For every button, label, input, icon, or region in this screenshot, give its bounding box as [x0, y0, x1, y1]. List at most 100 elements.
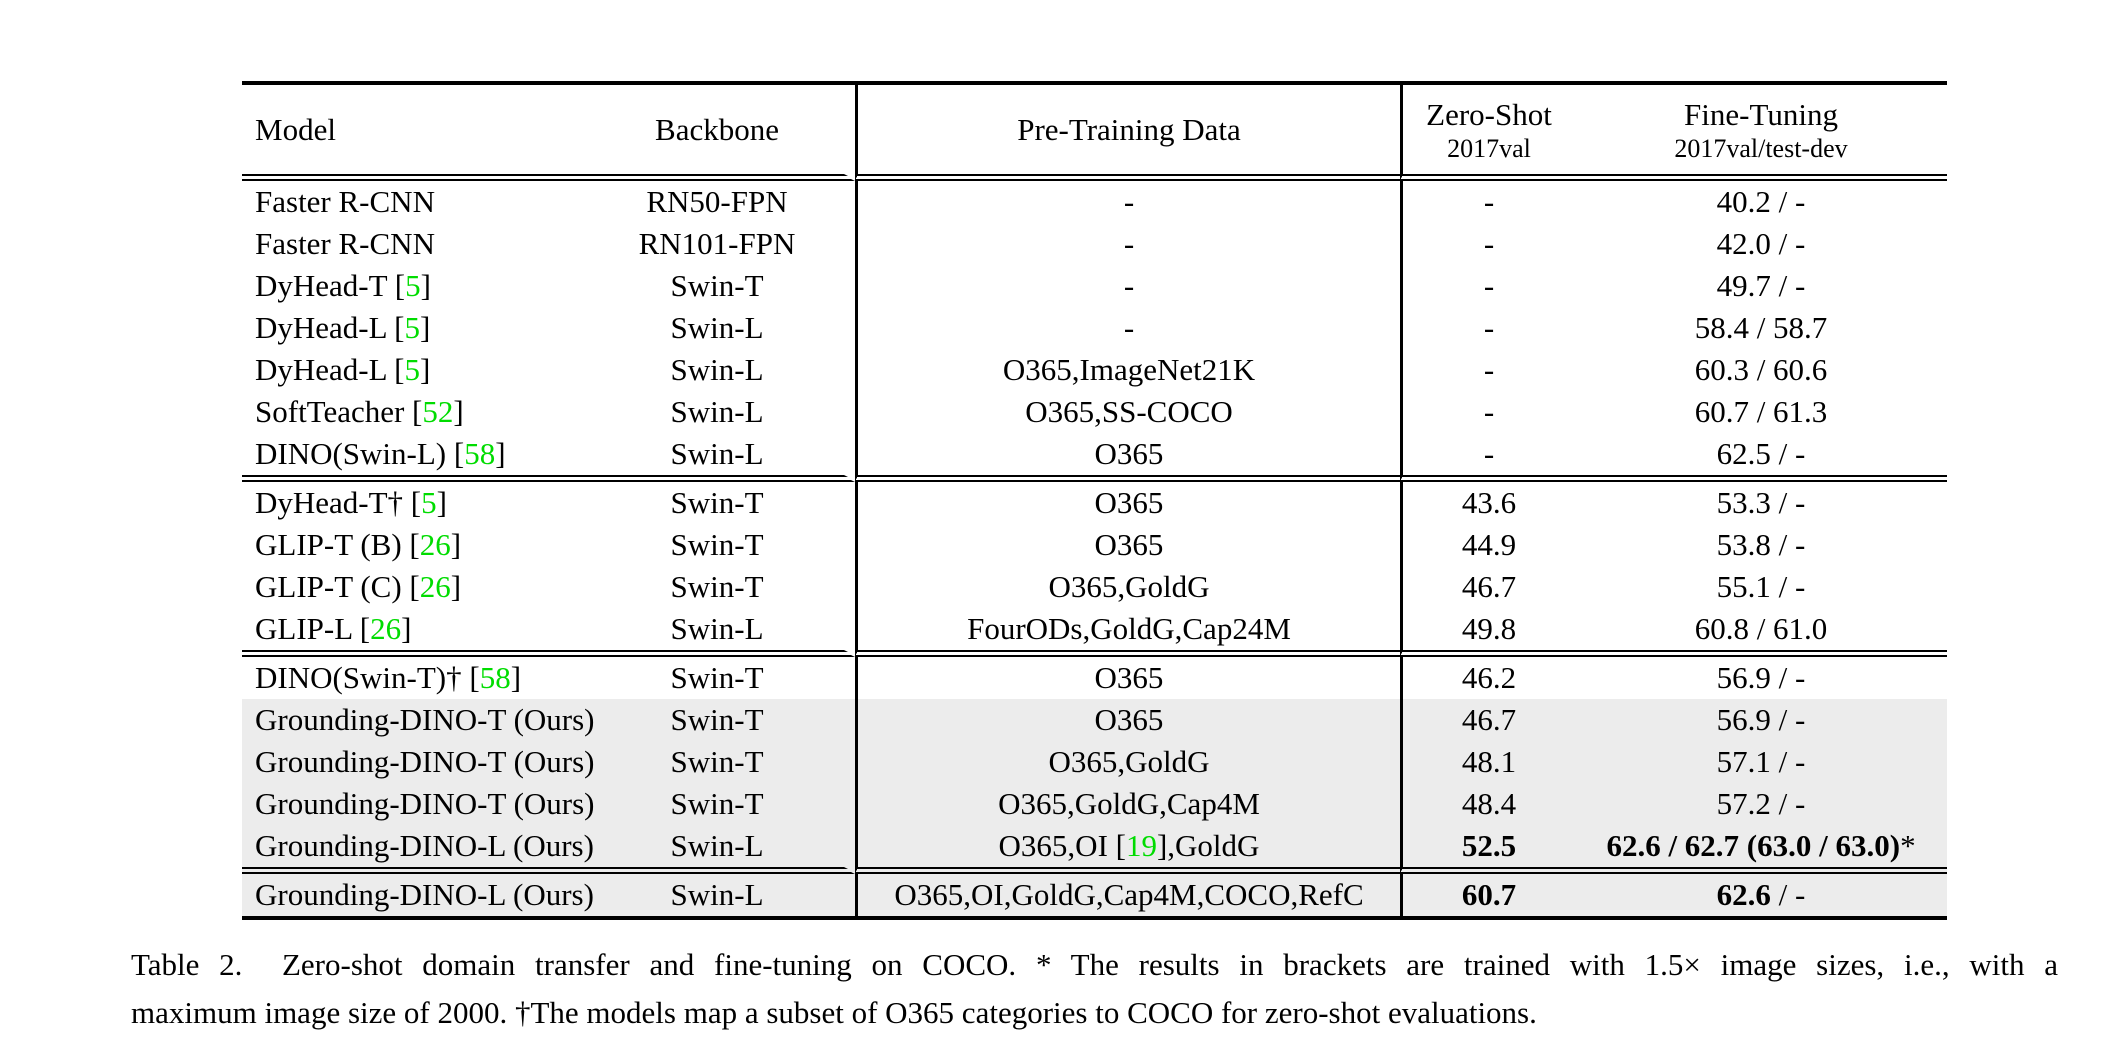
pretrain-cell: -: [855, 265, 1400, 307]
model-name-suffix: ]: [450, 527, 462, 562]
pretrain-cell: O365: [855, 433, 1400, 482]
fine-tuning-cell: 55.1 / -: [1575, 566, 1947, 608]
citation-link[interactable]: 26: [370, 611, 402, 646]
backbone-cell: Swin-T: [670, 660, 764, 695]
model-cell: DyHead-L [5]: [242, 307, 590, 349]
col-header-model-label: Model: [255, 112, 336, 147]
model-cell: Faster R-CNN: [242, 181, 590, 223]
col-header-fine-tuning-sublabel: 2017val/test-dev: [1674, 133, 1848, 163]
fine-tuning-cell: 60.3 / 60.6: [1575, 349, 1947, 391]
model-name-suffix: ]: [419, 352, 431, 387]
model-name: Faster R-CNN: [255, 226, 435, 261]
fine-tuning-cell: 62.6 / 62.7 (63.0 / 63.0)*: [1575, 825, 1947, 874]
model-cell: DINO(Swin-L) [58]: [242, 433, 590, 482]
zero-shot-cell: 46.7: [1400, 566, 1575, 608]
table-row: Grounding-DINO-L (Ours) Swin-L O365,OI […: [242, 825, 1947, 874]
pretrain-cell: O365,SS-COCO: [855, 391, 1400, 433]
model-name: Faster R-CNN: [255, 184, 435, 219]
backbone-cell: Swin-L: [670, 352, 764, 387]
table-row: DINO(Swin-T)† [58] Swin-T O365 46.2 56.9…: [242, 657, 1947, 699]
model-cell: DyHead-T [5]: [242, 265, 590, 307]
pretrain-cell: O365,ImageNet21K: [855, 349, 1400, 391]
caption-line-2: maximum image size of 2000. †The models …: [131, 995, 1537, 1030]
table-row: GLIP-T (C) [26] Swin-T O365,GoldG 46.7 5…: [242, 566, 1947, 608]
fine-tuning-value: 56.9 / -: [1716, 660, 1806, 695]
citation-link[interactable]: 52: [422, 394, 454, 429]
backbone-cell: Swin-T: [670, 268, 764, 303]
pretrain-cell: O365: [855, 657, 1400, 699]
fine-tuning-cell: 42.0 / -: [1575, 223, 1947, 265]
pretrain-data: O365: [1094, 702, 1164, 737]
backbone-cell: Swin-T: [590, 783, 855, 825]
model-cell: Faster R-CNN: [242, 223, 590, 265]
model-name: DINO(Swin-T)† [: [255, 660, 480, 695]
table-row: Grounding-DINO-T (Ours) Swin-T O365,Gold…: [242, 741, 1947, 783]
model-name-suffix: ]: [420, 268, 431, 303]
citation-link[interactable]: 26: [419, 569, 451, 604]
model-cell: Grounding-DINO-T (Ours): [242, 783, 595, 825]
pretrain-data-suffix: ],GoldG: [1156, 828, 1260, 863]
pretrain-cell: O365,OI [19],GoldG: [855, 825, 1400, 874]
citation-link[interactable]: 5: [405, 268, 421, 303]
model-cell: Grounding-DINO-T (Ours): [242, 699, 595, 741]
citation-link[interactable]: 5: [404, 310, 420, 345]
pretrain-data: O365,GoldG: [1048, 569, 1210, 604]
table-header: Model Backbone Pre-Training Data Zero-Sh…: [242, 85, 1947, 181]
citation-link[interactable]: 19: [1125, 828, 1157, 863]
pretrain-data: -: [1123, 310, 1135, 345]
zero-shot-cell: 60.7: [1400, 874, 1575, 916]
model-cell: Grounding-DINO-L (Ours): [242, 825, 594, 874]
citation-link[interactable]: 26: [419, 527, 451, 562]
model-name-suffix: ]: [495, 436, 506, 471]
pretrain-data: -: [1123, 184, 1135, 219]
pretrain-data: O365: [1094, 660, 1164, 695]
table-row: GLIP-L [26] Swin-L FourODs,GoldG,Cap24M …: [242, 608, 1947, 657]
fine-tuning-bold-value: 62.6 / 62.7 (63.0 / 63.0): [1606, 828, 1901, 863]
zero-shot-cell: 52.5: [1400, 825, 1575, 874]
col-header-backbone: Backbone: [590, 85, 855, 181]
citation-link[interactable]: 5: [404, 352, 420, 387]
zero-shot-cell: -: [1400, 349, 1575, 391]
pretrain-data: -: [1123, 226, 1135, 261]
model-name: Grounding-DINO-T (Ours): [255, 702, 595, 737]
zero-shot-cell: -: [1400, 181, 1575, 223]
fine-tuning-value: 62.5 / -: [1716, 436, 1806, 471]
zero-shot-cell: -: [1400, 307, 1575, 349]
pretrain-cell: O365: [855, 482, 1400, 524]
fine-tuning-value: 57.2 / -: [1716, 786, 1806, 821]
backbone-cell: Swin-L: [590, 874, 855, 916]
citation-link[interactable]: 5: [421, 485, 437, 520]
citation-link[interactable]: 58: [464, 436, 496, 471]
fine-tuning-cell: 40.2 / -: [1575, 181, 1947, 223]
fine-tuning-bold-value: 62.6: [1716, 877, 1771, 912]
fine-tuning-value: 42.0 / -: [1716, 226, 1806, 261]
backbone-cell: RN101-FPN: [638, 226, 796, 261]
fine-tuning-cell: 58.4 / 58.7: [1575, 307, 1947, 349]
citation-link[interactable]: 58: [479, 660, 511, 695]
pretrain-data: O365,ImageNet21K: [1002, 352, 1256, 387]
table-caption: Table 2. Zero-shot domain transfer and f…: [131, 941, 2058, 1037]
backbone-cell: Swin-T: [670, 527, 764, 562]
pretrain-data: O365: [1094, 527, 1164, 562]
col-header-fine-tuning: Fine-Tuning 2017val/test-dev: [1575, 85, 1947, 181]
pretrain-cell: -: [855, 181, 1400, 223]
backbone-cell: Swin-L: [670, 394, 764, 429]
table-row: DINO(Swin-L) [58] Swin-L O365 - 62.5 / -: [242, 433, 1947, 482]
col-header-model: Model: [242, 85, 590, 181]
table-row: DyHead-T [5] Swin-T - - 49.7 / -: [242, 265, 1947, 307]
model-name: GLIP-T (B) [: [255, 527, 420, 562]
table-row: DyHead-L [5] Swin-L O365,ImageNet21K - 6…: [242, 349, 1947, 391]
model-name-suffix: ]: [450, 569, 462, 604]
pretrain-data: O365: [1094, 436, 1164, 471]
model-name: DyHead-L [: [255, 352, 405, 387]
model-name: SoftTeacher [: [255, 394, 423, 429]
fine-tuning-cell: 60.7 / 61.3: [1575, 391, 1947, 433]
pretrain-cell: O365: [855, 524, 1400, 566]
table-row: SoftTeacher [52] Swin-L O365,SS-COCO - 6…: [242, 391, 1947, 433]
col-header-backbone-label: Backbone: [655, 112, 779, 147]
pretrain-data: O365,OI,GoldG,Cap4M,COCO,RefC: [894, 877, 1364, 912]
backbone-cell: Swin-T: [590, 699, 855, 741]
fine-tuning-cell: 62.6 / -: [1575, 874, 1947, 916]
fine-tuning-value: 60.3 / 60.6: [1694, 352, 1828, 387]
fine-tuning-cell: 56.9 / -: [1575, 657, 1947, 699]
